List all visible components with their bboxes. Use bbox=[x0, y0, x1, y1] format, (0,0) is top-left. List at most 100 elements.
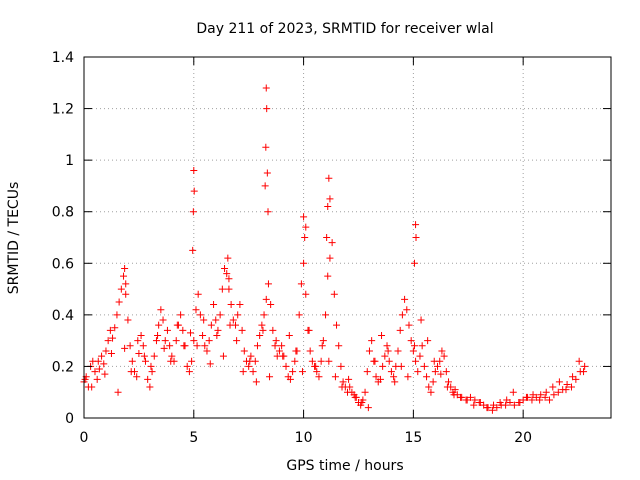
data-point bbox=[331, 373, 339, 381]
data-point bbox=[503, 396, 511, 404]
data-point bbox=[516, 399, 524, 407]
data-point bbox=[384, 347, 392, 355]
data-point bbox=[229, 316, 237, 324]
data-point bbox=[264, 208, 272, 216]
data-point bbox=[100, 360, 108, 368]
data-point bbox=[338, 383, 346, 391]
data-point bbox=[213, 331, 221, 339]
data-point bbox=[364, 404, 372, 412]
data-point bbox=[133, 373, 141, 381]
data-point bbox=[196, 311, 204, 319]
data-point bbox=[126, 342, 134, 350]
data-point bbox=[225, 285, 233, 293]
y-tick-label: 1 bbox=[65, 153, 74, 169]
data-point bbox=[412, 357, 420, 365]
data-point bbox=[483, 404, 491, 412]
grid-lines bbox=[84, 57, 611, 418]
y-tick-label: 0.2 bbox=[52, 359, 74, 375]
data-point bbox=[186, 329, 194, 337]
data-point bbox=[431, 368, 439, 376]
data-point bbox=[308, 357, 316, 365]
data-point bbox=[335, 342, 343, 350]
data-point bbox=[261, 182, 269, 190]
data-point bbox=[580, 368, 588, 376]
data-point bbox=[226, 321, 234, 329]
data-point bbox=[159, 316, 167, 324]
data-point bbox=[554, 388, 562, 396]
data-point bbox=[302, 223, 310, 231]
data-point bbox=[390, 373, 398, 381]
data-point bbox=[218, 285, 226, 293]
data-point bbox=[189, 246, 197, 254]
data-point bbox=[193, 342, 201, 350]
data-point bbox=[271, 342, 279, 350]
data-point bbox=[372, 373, 380, 381]
data-point bbox=[496, 399, 504, 407]
data-point bbox=[434, 362, 442, 370]
data-point bbox=[117, 285, 125, 293]
data-point bbox=[88, 383, 96, 391]
data-point bbox=[563, 380, 571, 388]
data-point bbox=[122, 280, 130, 288]
y-axis: 0 0.2 0.4 0.6 0.8 1 1.2 1.4 bbox=[52, 50, 611, 427]
data-point bbox=[124, 316, 132, 324]
x-tick-label: 5 bbox=[189, 430, 198, 446]
data-point bbox=[429, 378, 437, 386]
y-tick-label: 0 bbox=[65, 411, 74, 427]
data-point bbox=[160, 344, 168, 352]
data-point bbox=[305, 326, 313, 334]
data-point bbox=[300, 259, 308, 267]
data-point bbox=[266, 373, 274, 381]
data-point bbox=[111, 324, 119, 332]
data-point bbox=[140, 352, 148, 360]
data-point bbox=[330, 290, 338, 298]
data-point bbox=[301, 234, 309, 241]
data-point bbox=[378, 331, 386, 339]
y-tick-label: 1.2 bbox=[52, 102, 74, 118]
data-point bbox=[225, 275, 233, 283]
data-point bbox=[279, 352, 287, 360]
data-point bbox=[510, 401, 518, 409]
data-point bbox=[476, 399, 484, 407]
data-point bbox=[168, 352, 176, 360]
data-point bbox=[121, 344, 129, 352]
data-point bbox=[324, 203, 332, 211]
data-point bbox=[351, 393, 359, 401]
data-point bbox=[101, 370, 109, 378]
data-point bbox=[94, 357, 102, 365]
data-point bbox=[95, 365, 103, 373]
data-point bbox=[363, 368, 371, 376]
data-point bbox=[224, 254, 232, 262]
data-point bbox=[120, 272, 128, 280]
data-point bbox=[260, 311, 268, 319]
data-point bbox=[102, 347, 110, 355]
data-point bbox=[183, 362, 191, 370]
data-point bbox=[346, 383, 354, 391]
data-point bbox=[93, 375, 101, 383]
data-point bbox=[326, 195, 334, 203]
data-point bbox=[569, 373, 577, 381]
data-point bbox=[443, 383, 451, 391]
data-point bbox=[567, 383, 575, 391]
data-point bbox=[420, 362, 428, 370]
data-point bbox=[295, 311, 303, 319]
data-point bbox=[555, 378, 563, 386]
data-point bbox=[109, 334, 117, 342]
data-point bbox=[259, 326, 267, 334]
x-tick-label: 0 bbox=[80, 430, 89, 446]
data-point bbox=[203, 347, 211, 355]
data-point bbox=[212, 316, 220, 324]
data-point bbox=[394, 347, 402, 355]
data-point bbox=[300, 213, 308, 221]
data-point bbox=[317, 357, 325, 365]
data-point bbox=[463, 396, 471, 404]
data-point bbox=[137, 331, 145, 339]
data-point bbox=[239, 368, 247, 376]
y-tick-label: 0.8 bbox=[52, 205, 74, 221]
data-point bbox=[401, 295, 409, 303]
data-point bbox=[163, 326, 171, 334]
data-point bbox=[240, 347, 248, 355]
data-point bbox=[291, 357, 299, 365]
data-point bbox=[537, 391, 545, 399]
data-point bbox=[179, 326, 187, 334]
